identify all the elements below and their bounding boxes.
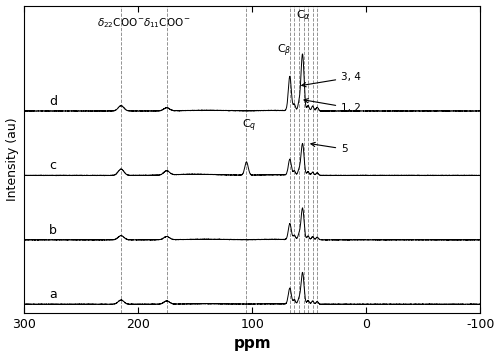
X-axis label: ppm: ppm [234, 336, 271, 351]
Text: c: c [49, 160, 56, 172]
Text: C$_q$: C$_q$ [242, 118, 256, 134]
Text: d: d [49, 95, 57, 108]
Text: $\delta_{11}$COO$^-$: $\delta_{11}$COO$^-$ [142, 16, 191, 30]
Text: b: b [49, 224, 57, 237]
Text: a: a [49, 288, 57, 301]
Y-axis label: Intensity (au): Intensity (au) [6, 117, 18, 201]
Text: $\delta_{22}$COO$^-$: $\delta_{22}$COO$^-$ [97, 16, 145, 30]
Text: C$_\beta$: C$_\beta$ [277, 42, 291, 59]
Text: 1, 2: 1, 2 [304, 99, 361, 113]
Text: C$_\alpha$: C$_\alpha$ [296, 9, 311, 22]
Text: 3, 4: 3, 4 [302, 72, 361, 87]
Text: 5: 5 [311, 142, 348, 154]
